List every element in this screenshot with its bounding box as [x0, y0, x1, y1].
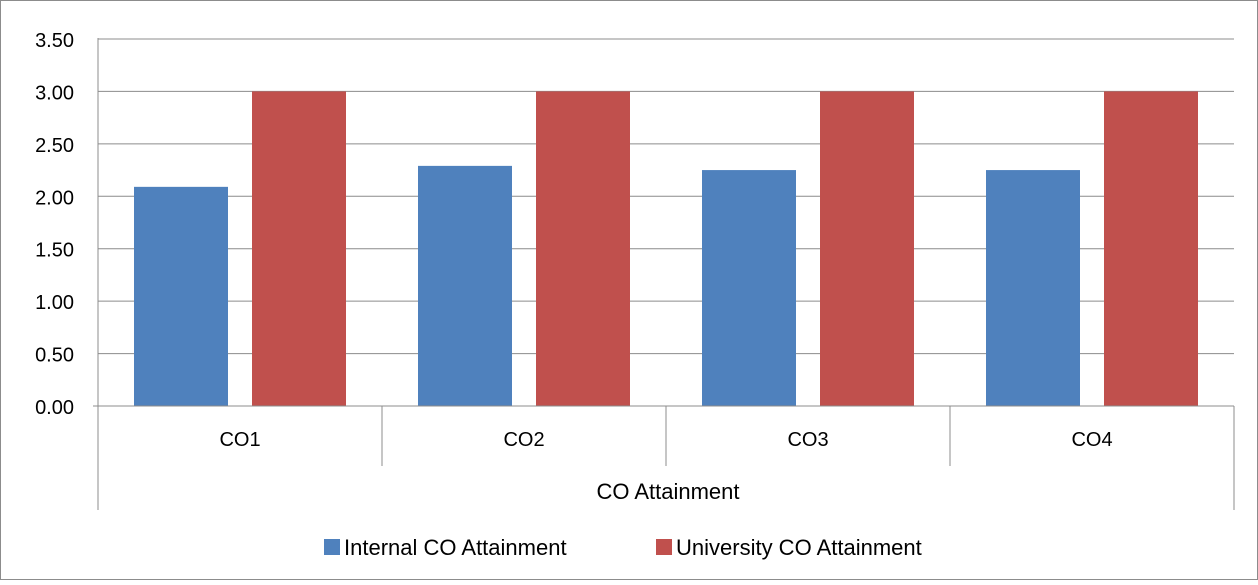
y-axis-ticks: 0.00 0.50 1.00 1.50 2.00 2.50 3.00 3.50 [35, 30, 74, 419]
x-tick-label: CO1 [219, 429, 260, 451]
bar-co3-series-1 [702, 170, 796, 406]
legend-swatch [656, 539, 672, 555]
legend: Internal CO Attainment University CO Atta… [324, 535, 922, 560]
y-tick-label: 3.00 [35, 82, 74, 104]
bars [134, 91, 1198, 406]
legend-label: Internal CO Attainment [344, 535, 567, 560]
y-tick-label: 0.50 [35, 345, 74, 367]
bar-co2-series-1 [418, 165, 512, 406]
x-tick-label: CO3 [787, 429, 828, 451]
bar-co3-series-2 [820, 91, 914, 406]
bar-co4-series-1 [986, 170, 1080, 406]
bar-co2-series-2 [536, 91, 630, 406]
x-tick-label: CO4 [1071, 429, 1112, 451]
bar-co1-series-2 [252, 91, 346, 406]
legend-label: University CO Attainment [676, 535, 922, 560]
x-tick-label: CO2 [503, 429, 544, 451]
bar-co4-series-2 [1104, 91, 1198, 406]
axes [93, 38, 1235, 510]
bar-co1-series-1 [134, 186, 228, 406]
y-tick-label: 3.50 [35, 30, 74, 52]
y-tick-label: 2.00 [35, 187, 74, 209]
x-axis-ticks: CO1 CO2 CO3 CO4 [219, 429, 1112, 451]
legend-swatch [324, 539, 340, 555]
y-tick-label: 0.00 [35, 397, 74, 419]
y-tick-label: 2.50 [35, 135, 74, 157]
y-tick-label: 1.50 [35, 240, 74, 262]
x-axis-title: CO Attainment [596, 479, 739, 504]
y-tick-label: 1.00 [35, 292, 74, 314]
